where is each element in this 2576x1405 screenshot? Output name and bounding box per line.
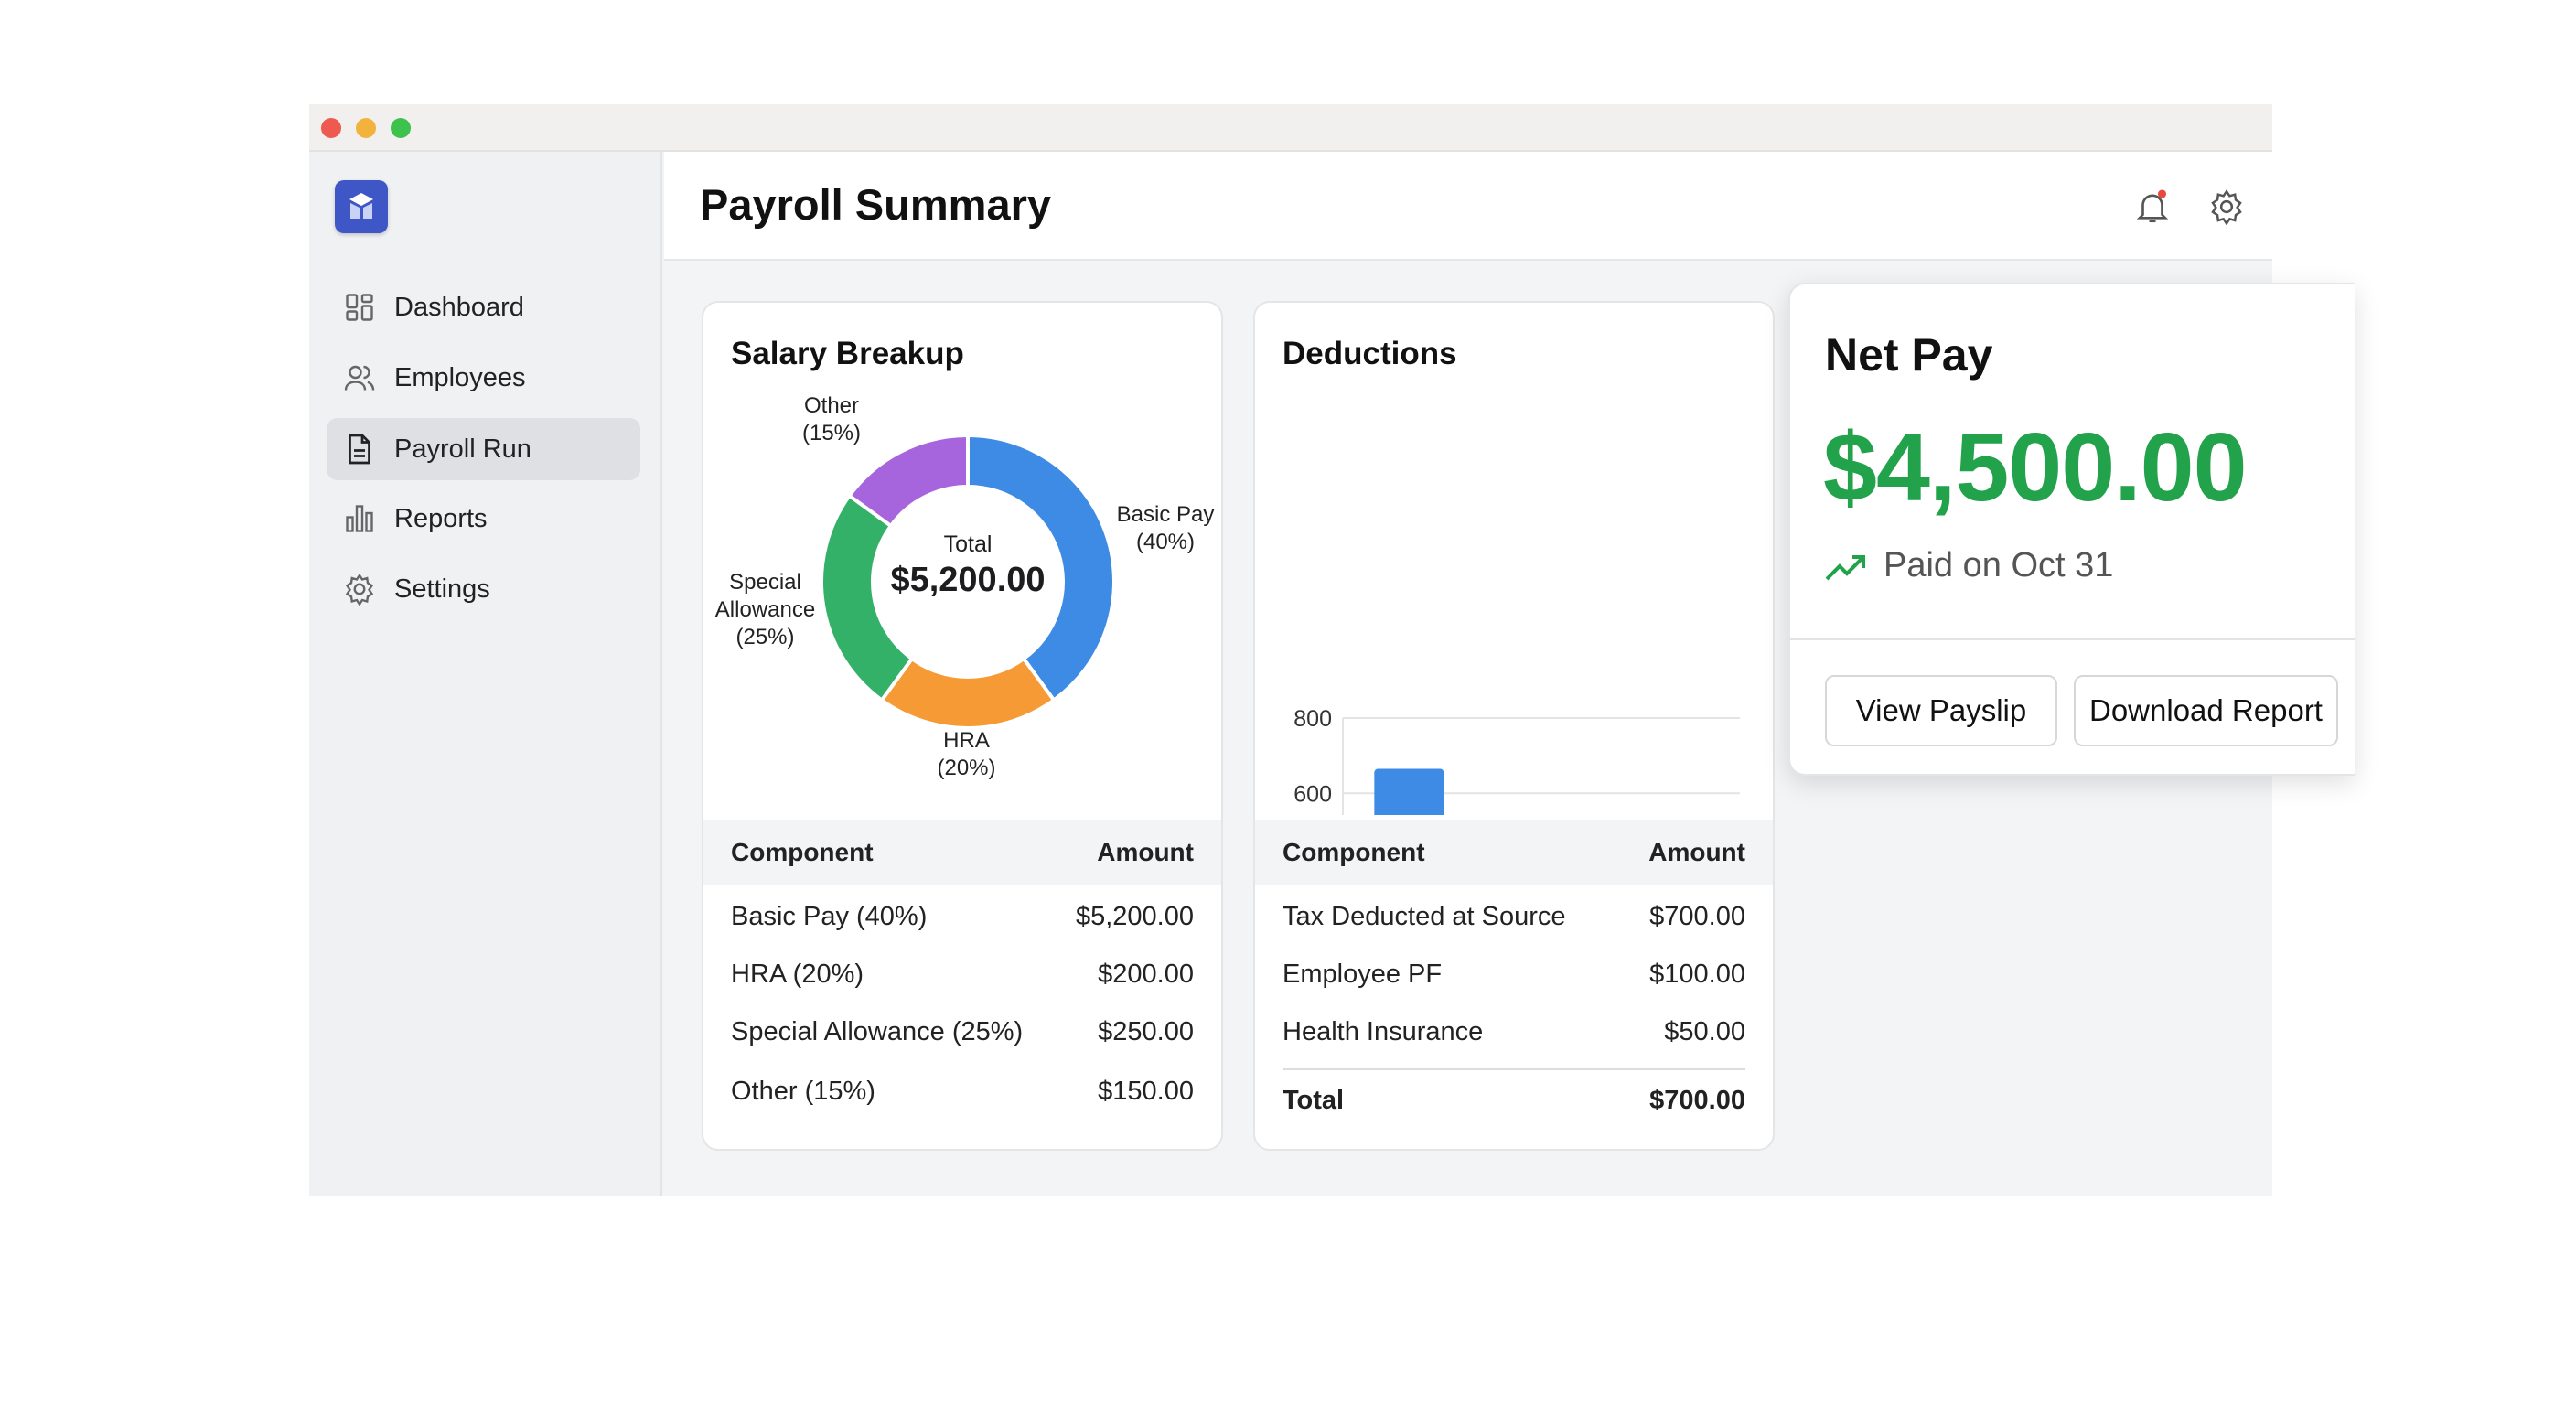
download-report-button[interactable]: Download Report (2074, 675, 2338, 746)
cell: Other (15%) (731, 1077, 875, 1106)
title-bar (309, 104, 2272, 152)
table-row: Employee PF $100.00 (1283, 960, 1745, 990)
gear-icon (345, 573, 374, 606)
column-header: Component (1283, 838, 1425, 866)
cell: Employee PF (1283, 960, 1443, 989)
sidebar-item-label: Reports (394, 503, 488, 533)
label-line: (25%) (735, 625, 795, 649)
net-pay-card: Net Pay $4,500.00 Paid on Oct 31 View Pa… (1788, 283, 2355, 776)
cell: Special Allowance (25%) (731, 1017, 1024, 1046)
cell: $700.00 (1649, 1086, 1745, 1115)
table-row: Special Allowance (25%) $250.00 (731, 1017, 1194, 1047)
document-icon (349, 434, 370, 465)
cell: $50.00 (1664, 1017, 1745, 1046)
cell: $5,200.00 (1075, 902, 1194, 931)
card-title: Salary Breakup (731, 336, 964, 371)
donut-slice-other (846, 433, 970, 529)
label-line: (40%) (1135, 530, 1196, 554)
net-pay-amount: $4,500.00 (1823, 413, 2248, 521)
table-header: Component Amount (703, 820, 1221, 885)
table-total-row: Total $700.00 (1283, 1086, 1745, 1116)
gear-icon[interactable] (2208, 188, 2245, 225)
bell-icon[interactable] (2133, 187, 2172, 227)
page-title: Payroll Summary (700, 180, 1052, 229)
donut-label-special: Special Allowance (25%) (703, 569, 827, 651)
view-payslip-button[interactable]: View Payslip (1825, 675, 2057, 746)
divider (1790, 638, 2355, 640)
cell: Total (1283, 1086, 1345, 1115)
label-line: Allowance (714, 597, 816, 622)
table-row: Basic Pay (40%) $5,200.00 (731, 902, 1194, 932)
dashboard-icon (346, 294, 373, 321)
donut-label-other: Other (15%) (781, 392, 882, 447)
bar-chart-icon (346, 505, 373, 532)
label-line: Special (729, 570, 801, 595)
cell: $250.00 (1098, 1017, 1194, 1046)
column-header: Component (731, 838, 874, 866)
sidebar-item-dashboard[interactable]: Dashboard (327, 276, 640, 338)
logo-icon (349, 193, 373, 219)
bar-provident-fund (1374, 768, 1444, 815)
sidebar-item-label: Settings (394, 574, 490, 604)
label-line: (20%) (937, 756, 996, 780)
donut-slice-basic-pay (966, 433, 1116, 703)
divider (1283, 1068, 1745, 1070)
minimize-window-button[interactable] (356, 118, 376, 138)
donut-center-label: Total (943, 531, 993, 557)
sidebar-item-label: Dashboard (394, 292, 524, 322)
cell: $200.00 (1098, 960, 1194, 989)
trending-up-icon (1825, 555, 1865, 581)
cell: Basic Pay (40%) (731, 902, 928, 931)
table-row: Health Insurance $50.00 (1283, 1017, 1745, 1047)
sidebar (309, 152, 662, 1196)
salary-donut-chart (820, 433, 1116, 730)
sidebar-item-settings[interactable]: Settings (327, 558, 640, 620)
cell: $150.00 (1098, 1077, 1194, 1106)
paid-date: Paid on Oct 31 (1884, 546, 2114, 585)
users-icon (344, 365, 375, 391)
cell: Tax Deducted at Source (1283, 902, 1566, 931)
table-row: Tax Deducted at Source $700.00 (1283, 902, 1745, 932)
cell: $100.00 (1649, 960, 1745, 989)
sidebar-item-payroll-run[interactable]: Payroll Run (327, 418, 640, 480)
deductions-bar-chart: 0200400600800ProvidentFundProfessionalTa… (1293, 706, 1740, 815)
table-row: Other (15%) $150.00 (731, 1077, 1194, 1107)
sidebar-item-label: Employees (394, 362, 526, 392)
table-row: HRA (20%) $200.00 (731, 960, 1194, 990)
donut-center-value: $5,200.00 (890, 561, 1046, 599)
sidebar-item-employees[interactable]: Employees (327, 347, 640, 409)
label-line: (15%) (801, 421, 862, 445)
card-title: Net Pay (1825, 329, 1993, 381)
cell: HRA (20%) (731, 960, 864, 989)
y-tick-label: 600 (1293, 781, 1332, 807)
donut-label-basic: Basic Pay (40%) (1106, 501, 1221, 556)
cell: Health Insurance (1283, 1017, 1484, 1046)
table-header: Component Amount (1255, 820, 1773, 885)
close-window-button[interactable] (321, 118, 341, 138)
y-tick-label: 800 (1293, 706, 1332, 732)
sidebar-item-label: Payroll Run (394, 434, 531, 464)
page-header (664, 152, 2272, 261)
label-line: HRA (943, 728, 990, 753)
cell: $700.00 (1649, 902, 1745, 931)
card-title: Deductions (1283, 336, 1457, 371)
donut-slice-hra (879, 656, 1057, 730)
sidebar-item-reports[interactable]: Reports (327, 488, 640, 550)
salary-breakup-card: Salary Breakup Other (15%) Basic Pay (40%)… (702, 301, 1223, 1151)
app-logo (335, 180, 388, 233)
donut-label-hra: HRA (20%) (914, 727, 1019, 782)
label-line: Basic Pay (1116, 502, 1215, 527)
column-header: Amount (1097, 838, 1194, 866)
maximize-window-button[interactable] (391, 118, 411, 138)
label-line: Other (803, 393, 860, 418)
deductions-card: Deductions 0200400600800ProvidentFundPro… (1253, 301, 1775, 1151)
column-header: Amount (1648, 838, 1745, 866)
